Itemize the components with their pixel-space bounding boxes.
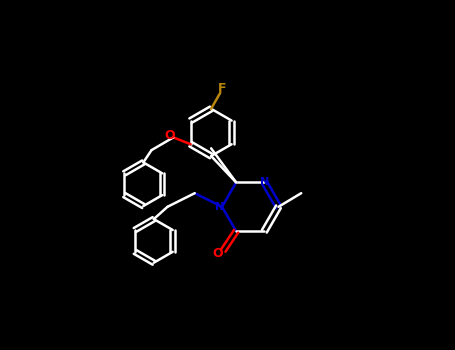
Text: N: N [260, 177, 269, 187]
Text: O: O [164, 129, 175, 142]
Text: N: N [215, 202, 224, 212]
Text: O: O [212, 247, 223, 260]
Text: F: F [218, 82, 227, 95]
